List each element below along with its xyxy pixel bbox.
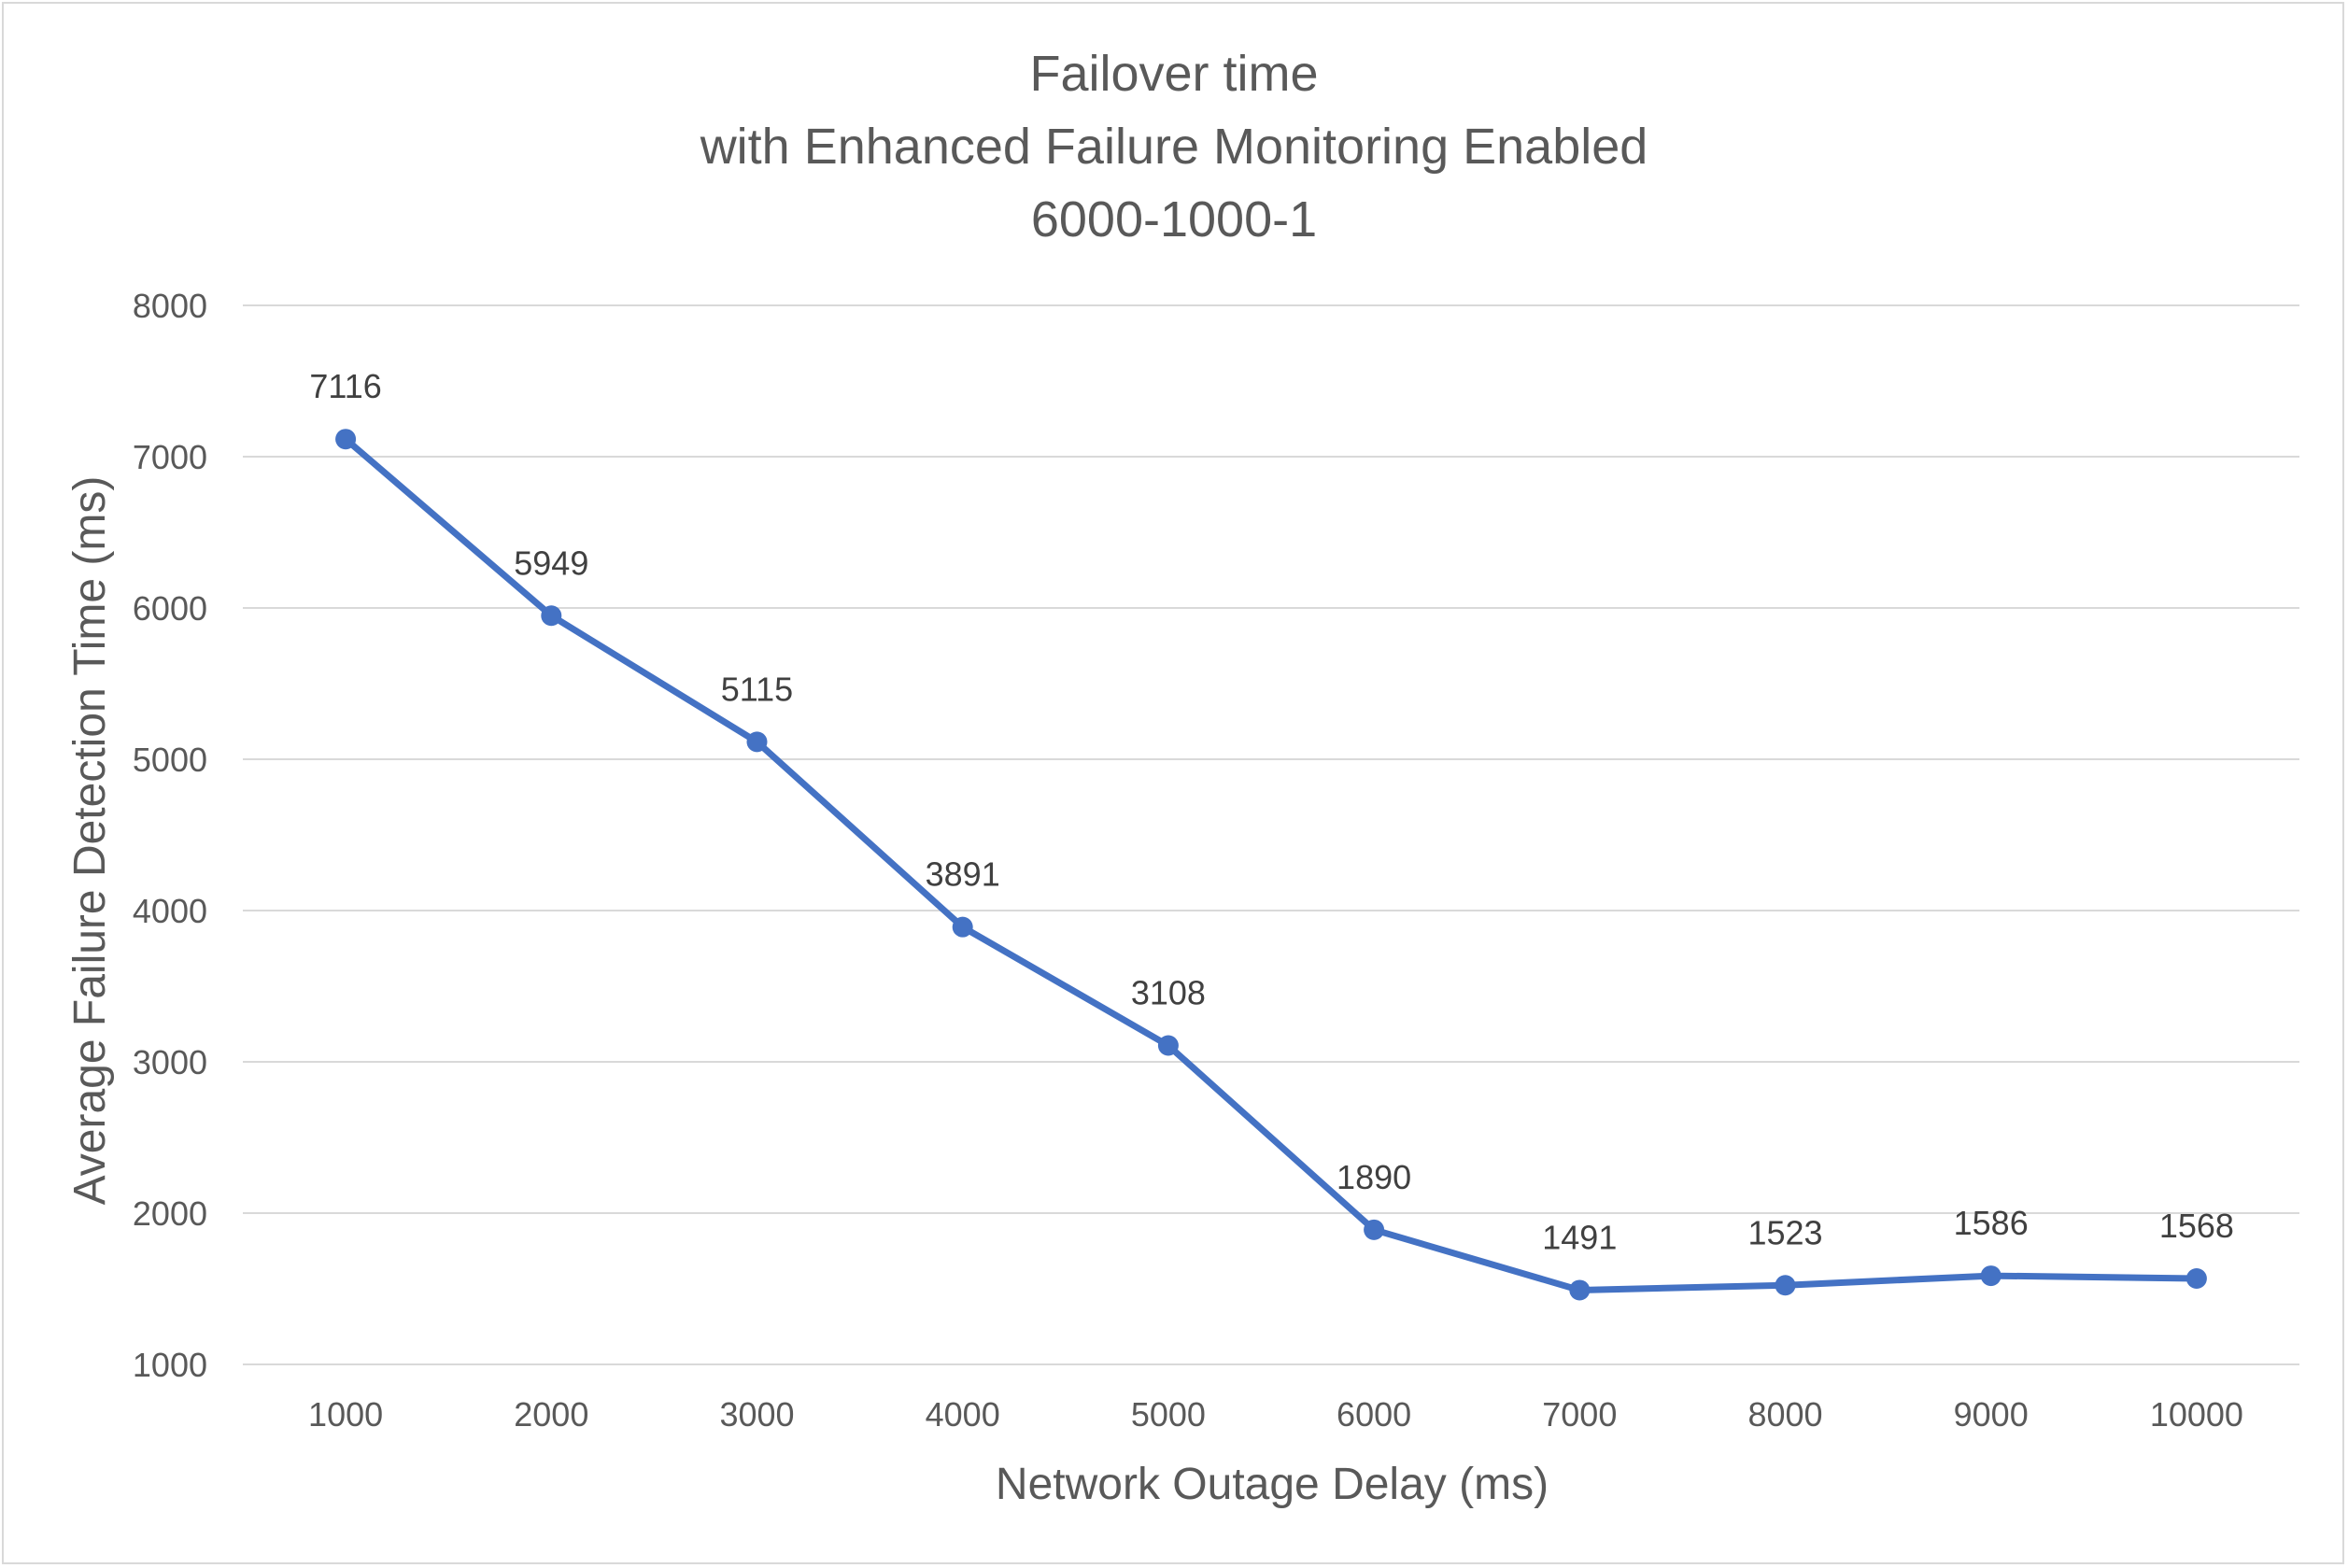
y-tick-label: 1000 — [133, 1346, 207, 1384]
y-axis-title: Average Failure Detection Time (ms) — [65, 476, 115, 1206]
y-tick-label: 4000 — [133, 892, 207, 930]
data-label: 1890 — [1337, 1158, 1411, 1196]
chart-title-line-2: with Enhanced Failure Monitoring Enabled — [700, 119, 1648, 175]
x-tick-label: 7000 — [1542, 1395, 1617, 1434]
data-point — [952, 916, 973, 938]
data-label: 1491 — [1542, 1218, 1617, 1256]
data-point — [1980, 1265, 2001, 1287]
y-tick-label: 2000 — [133, 1194, 207, 1233]
data-label: 3108 — [1131, 974, 1206, 1012]
data-label: 5115 — [721, 670, 793, 708]
data-point — [2185, 1267, 2207, 1289]
data-label: 3891 — [926, 855, 1000, 894]
data-label: 1568 — [2159, 1207, 2234, 1245]
x-tick-label: 2000 — [514, 1395, 588, 1434]
data-label: 5949 — [514, 544, 588, 582]
x-tick-label: 9000 — [1954, 1395, 2029, 1434]
data-point — [1364, 1219, 1385, 1240]
series-line-path — [342, 435, 2200, 1293]
data-point — [1775, 1275, 1796, 1296]
y-tick-label: 5000 — [133, 741, 207, 779]
y-tick-label: 6000 — [133, 589, 207, 628]
data-label: 1523 — [1747, 1213, 1822, 1251]
data-label: 7116 — [309, 367, 381, 405]
chart-title-line-1: Failover time — [1029, 46, 1319, 102]
data-label: 1586 — [1954, 1204, 2029, 1242]
x-tick-label: 5000 — [1131, 1395, 1206, 1434]
x-axis-title: Network Outage Delay (ms) — [996, 1460, 1549, 1509]
x-tick-label: 4000 — [926, 1395, 1000, 1434]
data-point — [1157, 1035, 1179, 1056]
data-point — [746, 731, 768, 753]
y-tick-label: 8000 — [133, 287, 207, 325]
x-tick-label: 8000 — [1747, 1395, 1822, 1434]
gridlines — [243, 304, 2299, 1365]
x-tick-label: 6000 — [1337, 1395, 1411, 1434]
data-point — [335, 429, 357, 450]
x-axis-ticks: 1000 2000 3000 4000 5000 6000 7000 8000 9000 1000… — [308, 1395, 2243, 1434]
y-tick-label: 7000 — [133, 438, 207, 476]
x-tick-label: 10000 — [2150, 1395, 2243, 1434]
y-axis-ticks: 1000 2000 3000 4000 5000 6000 7000 8000 — [133, 287, 207, 1384]
data-point — [1569, 1279, 1591, 1301]
series-line — [335, 429, 2207, 1301]
data-labels: 7116 5949 5115 3891 3108 1890 1491 1523 1586 1568 — [309, 367, 2234, 1256]
y-tick-label: 3000 — [133, 1043, 207, 1081]
x-tick-label: 3000 — [719, 1395, 794, 1434]
x-tick-label: 1000 — [308, 1395, 383, 1434]
chart-title-line-3: 6000-1000-1 — [1030, 191, 1318, 247]
data-point — [541, 605, 562, 627]
